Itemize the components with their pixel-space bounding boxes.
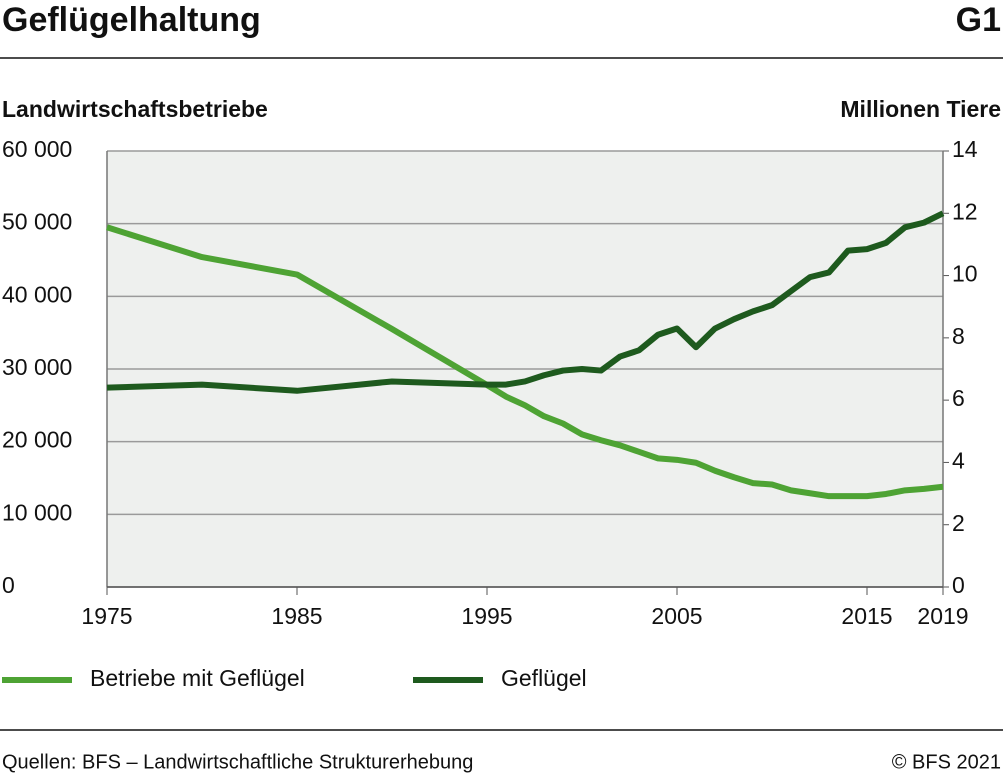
legend-label: Geflügel — [501, 665, 587, 691]
x-tick-label: 2015 — [841, 603, 892, 629]
y-tick-label: 10 000 — [2, 499, 72, 525]
chart-title: Geflügelhaltung — [2, 1, 261, 39]
x-tick-label: 1995 — [461, 603, 512, 629]
y-tick-label: 50 000 — [2, 209, 72, 235]
y-tick-label: 60 000 — [2, 136, 72, 162]
y2-axis-label: Millionen Tiere — [840, 96, 1001, 122]
y-tick-label: 0 — [2, 572, 15, 598]
y2-tick-label: 4 — [952, 448, 965, 474]
legend-label: Betriebe mit Geflügel — [90, 665, 305, 691]
series-line — [106, 224, 944, 500]
y2-tick-label: 14 — [952, 136, 978, 162]
y2-tick-label: 0 — [952, 572, 965, 598]
y2-tick-label: 12 — [952, 198, 978, 224]
y-tick-label: 40 000 — [2, 281, 72, 307]
x-tick-label: 1985 — [271, 603, 322, 629]
series-line — [106, 210, 945, 394]
y2-tick-label: 8 — [952, 323, 965, 349]
x-tick-label: 1975 — [81, 603, 132, 629]
source: Quellen: BFS – Landwirtschaftliche Struk… — [2, 751, 473, 773]
y2-tick-label: 6 — [952, 385, 965, 411]
y-tick-label: 30 000 — [2, 354, 72, 380]
y2-tick-label: 2 — [952, 510, 965, 536]
copyright: © BFS 2021 — [892, 751, 1001, 773]
x-tick-label: 2005 — [651, 603, 702, 629]
y-axis-label: Landwirtschaftsbetriebe — [2, 96, 268, 122]
x-tick-label: 2019 — [917, 603, 968, 629]
y-tick-label: 20 000 — [2, 427, 72, 453]
y2-tick-label: 10 — [952, 261, 978, 287]
chart-number: G1 — [956, 1, 1001, 39]
